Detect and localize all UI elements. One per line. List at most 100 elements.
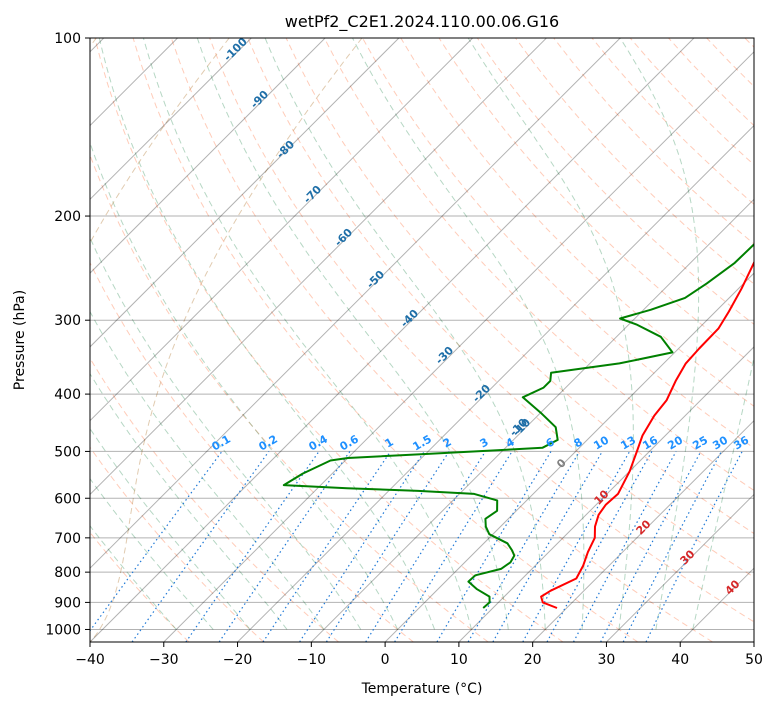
- dry-adiabat: [94, 38, 564, 642]
- dry-adiabat-label: -60: [332, 226, 355, 249]
- moist-adiabat: [90, 141, 399, 630]
- y-tick-label: 100: [54, 31, 81, 47]
- dry-adiabat: [90, 261, 414, 642]
- x-tick-label: −10: [297, 652, 327, 668]
- mixing-ratio-label: 2: [441, 435, 454, 450]
- dry-adiabat: [515, 38, 754, 285]
- x-tick-label: 40: [671, 652, 689, 668]
- isotherm: [458, 346, 754, 642]
- x-tick-label: 20: [524, 652, 542, 668]
- mixing-ratio-label: 20: [665, 433, 685, 452]
- moist-adiabat: [352, 38, 585, 630]
- mixing-ratio-label: 0.6: [338, 432, 362, 453]
- reference-line-labels: -100-90-80-70-60-50-40-30-20-10010203040…: [210, 35, 752, 598]
- moist-adiabat: [98, 38, 435, 630]
- profile-series-2: [282, 243, 754, 609]
- moist-adiabat: [467, 38, 634, 630]
- mixing-ratio-label: 30: [710, 433, 730, 452]
- dry-adiabat: [706, 38, 754, 88]
- y-tick-label: 700: [54, 531, 81, 547]
- moist-adiabat-label: 0: [554, 456, 569, 471]
- mixing-ratio-line: [262, 451, 392, 642]
- mixing-ratio-label: 36: [731, 433, 751, 452]
- sounding-profiles: [282, 243, 754, 609]
- dry-adiabat: [476, 38, 754, 325]
- isotherm: [90, 38, 252, 201]
- isotherm: [90, 38, 474, 422]
- mixing-ratio-label: 13: [618, 434, 638, 453]
- mixing-ratio-line: [572, 451, 677, 642]
- dry-adiabat: [247, 38, 754, 578]
- moist-adiabat-label: 40: [723, 577, 743, 597]
- dry-adiabat: [323, 38, 754, 492]
- moist-adiabat: [196, 38, 509, 630]
- mixing-ratio-line: [185, 451, 320, 642]
- dry-adiabat: [90, 357, 339, 642]
- y-tick-label: 300: [54, 313, 81, 329]
- plot-frame: [89, 37, 755, 643]
- isotherm: [532, 419, 754, 642]
- moist-adiabat-label: 30: [678, 547, 698, 567]
- isotherm: [90, 38, 695, 642]
- mixing-ratio-line: [546, 451, 653, 642]
- y-tick-label: 1000: [45, 622, 81, 638]
- mixing-ratio-line: [600, 451, 702, 642]
- x-axis-label: Temperature (°C): [361, 681, 483, 697]
- mixing-ratio-line: [645, 451, 743, 642]
- moist-adiabat: [90, 310, 325, 630]
- mixing-ratio-line: [325, 451, 450, 642]
- x-tick-label: 10: [450, 652, 468, 668]
- moist-adiabat: [90, 427, 251, 630]
- moist-adiabat: [619, 38, 700, 630]
- dry-adiabat: [362, 38, 754, 449]
- mixing-ratio-line: [218, 451, 351, 642]
- mixing-ratio-line: [467, 451, 581, 642]
- x-tick-label: −30: [149, 652, 179, 668]
- isotherm: [90, 38, 400, 348]
- isotherm: [753, 641, 754, 642]
- x-tick-label: 30: [598, 652, 616, 668]
- mixing-ratio-label: 25: [690, 434, 710, 453]
- mixing-ratio-line: [522, 451, 631, 642]
- dry-adiabat: [132, 38, 639, 642]
- x-tick-label: −40: [75, 652, 105, 668]
- dry-adiabat: [438, 38, 754, 366]
- isotherm: [163, 51, 754, 642]
- mixing-ratio-line: [90, 451, 223, 632]
- isotherm: [237, 124, 754, 642]
- mixing-ratio-label: 1.5: [411, 432, 434, 453]
- mixing-ratio-label: 0.1: [210, 432, 233, 453]
- mixing-ratio-label: 0.2: [257, 432, 280, 453]
- y-tick-label: 400: [54, 387, 81, 403]
- moist-adiabat: [264, 38, 546, 630]
- dry-adiabat: [629, 38, 754, 166]
- chart-title: wetPf2_C2E1.2024.110.00.06.G16: [285, 12, 559, 32]
- background-curve: [90, 38, 230, 244]
- isotherm: [310, 198, 754, 642]
- y-tick-label: 500: [54, 444, 81, 460]
- moist-adiabat-label: 20: [634, 517, 654, 537]
- dry-adiabat: [90, 153, 489, 642]
- profile-series-1: [540, 260, 754, 609]
- mixing-ratio-line: [365, 451, 486, 642]
- isotherm: [606, 493, 754, 642]
- axes: −40 −30 −20 −10 0 10 20 30 40 5010020030040050060…: [45, 31, 763, 668]
- dry-adiabat: [90, 446, 265, 642]
- mixing-ratio-line: [394, 451, 513, 642]
- moist-adiabat: [90, 525, 177, 630]
- y-tick-label: 900: [54, 595, 81, 611]
- mixing-ratio-label: 3: [478, 435, 491, 450]
- isotherm: [90, 38, 621, 569]
- isotherm: [384, 272, 754, 642]
- moist-adiabat-label: 10: [592, 487, 612, 507]
- y-tick-label: 200: [54, 209, 81, 225]
- mixing-ratio-line: [299, 451, 425, 642]
- mixing-ratio-label: 6: [544, 435, 557, 450]
- moist-adiabat: [142, 38, 472, 630]
- dry-adiabat-label: -40: [398, 307, 421, 330]
- background-lines: [90, 38, 754, 642]
- dry-adiabat-label: -100: [221, 35, 250, 64]
- moist-adiabat: [90, 477, 214, 630]
- isotherm: [679, 567, 754, 642]
